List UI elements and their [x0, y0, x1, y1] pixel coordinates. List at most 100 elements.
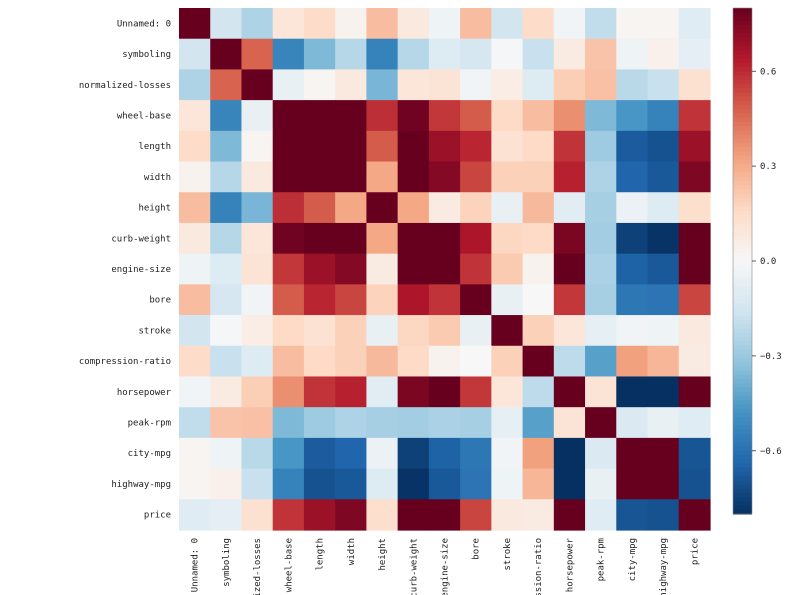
colorbar-tick-label: 0.3 — [760, 162, 776, 172]
x-tick-label: engine-size — [441, 538, 451, 595]
heatmap-cell — [366, 38, 399, 71]
heatmap-cell — [179, 253, 211, 285]
heatmap-cell — [179, 315, 211, 347]
colorbar-segment — [733, 100, 752, 106]
heatmap-cell — [522, 407, 555, 439]
heatmap-cell — [553, 376, 586, 408]
heatmap-cell — [210, 222, 243, 255]
heatmap-cell — [647, 222, 680, 255]
heatmap-cell — [366, 192, 399, 224]
x-tick-label: ession-ratio — [534, 538, 544, 595]
heatmap-cell — [335, 38, 368, 71]
x-tick-label: stroke — [503, 538, 513, 571]
heatmap-cell — [241, 345, 274, 378]
colorbar-segment — [733, 159, 752, 165]
y-tick-label: peak-rpm — [128, 419, 171, 429]
heatmap-cell — [647, 315, 680, 347]
heatmap-cell — [522, 130, 555, 163]
colorbar-segment — [733, 58, 752, 64]
colorbar-segment — [733, 345, 752, 351]
colorbar-segment — [733, 252, 752, 258]
heatmap-cell — [272, 253, 305, 285]
colorbar-segment — [733, 433, 752, 439]
heatmap-cell — [272, 130, 305, 163]
y-tick-label: wheel-base — [117, 111, 171, 121]
heatmap-cell — [366, 468, 399, 500]
colorbar-tick-label: −0.3 — [760, 352, 782, 362]
colorbar-segment — [733, 75, 752, 81]
colorbar-segment — [733, 29, 752, 34]
colorbar-tick-label: −0.6 — [760, 447, 782, 457]
colorbar-segment — [733, 33, 752, 39]
heatmap-cell — [616, 345, 649, 378]
heatmap-cell — [397, 376, 430, 408]
colorbar-segment — [733, 269, 752, 275]
heatmap-cell — [272, 38, 305, 71]
heatmap-cell — [335, 468, 368, 500]
heatmap-cell — [272, 100, 305, 132]
colorbar-segment — [733, 113, 752, 119]
heatmap-cell — [397, 284, 430, 316]
heatmap-cell — [460, 345, 492, 378]
heatmap-cell — [616, 161, 649, 193]
heatmap-cell — [303, 345, 336, 378]
y-tick-label: engine-size — [111, 265, 171, 275]
colorbar-segment — [733, 303, 752, 308]
heatmap-cell — [522, 8, 555, 40]
heatmap-cell — [366, 100, 399, 132]
heatmap-cell — [616, 407, 649, 439]
heatmap-cell — [585, 222, 617, 255]
heatmap-cell — [241, 8, 274, 40]
colorbar-segment — [733, 370, 752, 376]
y-tick-label: height — [138, 204, 171, 214]
colorbar-segment — [733, 218, 752, 224]
heatmap-cell — [241, 284, 274, 316]
heatmap-cell — [460, 284, 492, 316]
heatmap-cell — [522, 468, 555, 500]
heatmap-cell — [616, 468, 649, 500]
heatmap-cell — [522, 161, 555, 193]
heatmap-cell — [241, 130, 274, 163]
colorbar-segment — [733, 438, 752, 443]
colorbar-segment — [733, 480, 752, 486]
heatmap-cell — [491, 315, 524, 347]
colorbar-segment — [733, 16, 752, 22]
heatmap-cell — [303, 437, 336, 470]
heatmap-cell — [460, 69, 492, 101]
heatmap-cell — [428, 38, 461, 71]
x-tick-label: curb-weight — [409, 538, 419, 595]
heatmap-cell — [460, 161, 492, 193]
heatmap-cell — [553, 130, 586, 163]
colorbar-segment — [733, 454, 752, 460]
heatmap-cell — [366, 499, 399, 531]
colorbar-segment — [733, 509, 752, 515]
heatmap-cell — [335, 376, 368, 408]
heatmap-cell — [272, 222, 305, 255]
heatmap-cell — [553, 315, 586, 347]
heatmap-cell — [553, 437, 586, 470]
heatmap-cell — [460, 253, 492, 285]
heatmap-cell — [179, 437, 211, 470]
x-tick-labels: Unnamed: 0 symboling lized-losses wheel-bas… — [191, 537, 701, 595]
heatmap-cell — [678, 161, 711, 193]
heatmap-cell — [616, 69, 649, 101]
heatmap-cell — [616, 222, 649, 255]
heatmap-cell — [303, 376, 336, 408]
heatmap-cell — [553, 407, 586, 439]
heatmap-cell — [303, 100, 336, 132]
colorbar-segment — [733, 24, 752, 30]
heatmap-cell — [522, 192, 555, 224]
heatmap-cell — [585, 376, 617, 408]
heatmap-cell — [647, 376, 680, 408]
heatmap-cell — [303, 69, 336, 101]
heatmap-cell — [460, 8, 492, 40]
heatmap-cell — [678, 38, 711, 71]
heatmap-cell — [397, 8, 430, 40]
colorbar-segment — [733, 408, 752, 414]
colorbar-segment — [733, 349, 752, 355]
heatmap-cell — [678, 222, 711, 255]
heatmap-cell — [210, 100, 243, 132]
colorbar-segment — [733, 20, 752, 26]
heatmap-cell — [428, 192, 461, 224]
x-tick-label: bore — [472, 538, 482, 560]
